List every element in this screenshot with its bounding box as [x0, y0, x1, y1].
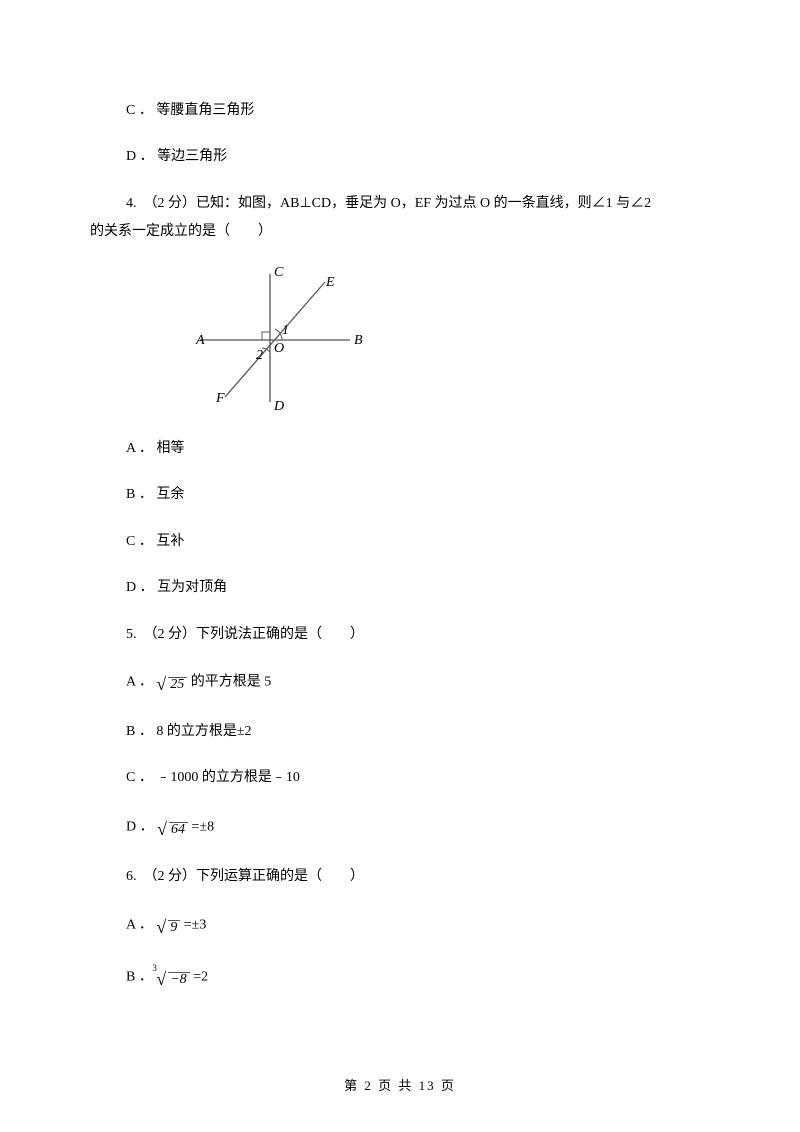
q4-option-a: A ． 相等 — [90, 438, 710, 460]
q5-option-d: D ． √64 =±8 — [90, 813, 710, 842]
q4-stem-line1: 4. （2 分）已知：如图，AB⊥CD，垂足为 O，EF 为过点 O 的一条直线… — [90, 193, 710, 215]
q6-stem: 6. （2 分）下列运算正确的是（ ） — [90, 866, 710, 888]
q5a-pre: A ． — [126, 675, 156, 690]
page-content: C ． 等腰直角三角形 D ． 等边三角形 4. （2 分）已知：如图，AB⊥C… — [0, 0, 800, 1076]
q5d-pre: D ． — [126, 820, 157, 835]
q5a-val: 25 — [168, 677, 187, 692]
q6a-val: 9 — [168, 920, 180, 935]
q3-option-d: D ． 等边三角形 — [90, 146, 710, 168]
label-F: F — [215, 391, 225, 406]
label-angle1: 1 — [282, 323, 289, 338]
q4-option-c: C ． 互补 — [90, 531, 710, 553]
q5-option-a: A ． √25 的平方根是 5 — [90, 668, 710, 697]
q6-option-a: A ． √9 =±3 — [90, 911, 710, 940]
q4-diagram: A B C D E F O 1 2 — [190, 262, 710, 420]
page-footer: 第 2 页 共 13 页 — [0, 1075, 800, 1094]
q3-option-c: C ． 等腰直角三角形 — [90, 100, 710, 122]
q6a-post: =±3 — [180, 917, 206, 932]
q6a-pre: A ． — [126, 917, 156, 932]
q6b-post: =2 — [190, 970, 208, 985]
label-D: D — [273, 399, 284, 412]
q5a-post: 的平方根是 5 — [187, 675, 271, 690]
label-A: A — [195, 333, 205, 348]
sqrt-icon: √64 — [157, 813, 188, 842]
label-O: O — [274, 341, 284, 356]
label-C: C — [274, 265, 284, 280]
q5-option-c: C ． ﹣1000 的立方根是﹣10 — [90, 767, 710, 789]
q6b-val: −8 — [168, 972, 189, 987]
sqrt-icon: √9 — [156, 911, 180, 940]
q5-option-b: B ． 8 的立方根是±2 — [90, 721, 710, 743]
label-B: B — [354, 333, 363, 348]
q4-option-d: D ． 互为对顶角 — [90, 577, 710, 599]
q6-option-b: B ． 3√−8 =2 — [90, 963, 710, 992]
cbrt-icon: 3√−8 — [156, 963, 189, 992]
q4-option-b: B ． 互余 — [90, 484, 710, 506]
q4-stem-line2: 的关系一定成立的是（ ） — [90, 221, 710, 243]
q5d-post: =±8 — [188, 820, 214, 835]
q5d-val: 64 — [169, 822, 188, 837]
q5-stem: 5. （2 分）下列说法正确的是（ ） — [90, 624, 710, 646]
label-angle2: 2 — [256, 348, 263, 363]
sqrt-icon: √25 — [156, 668, 187, 697]
label-E: E — [325, 275, 335, 290]
